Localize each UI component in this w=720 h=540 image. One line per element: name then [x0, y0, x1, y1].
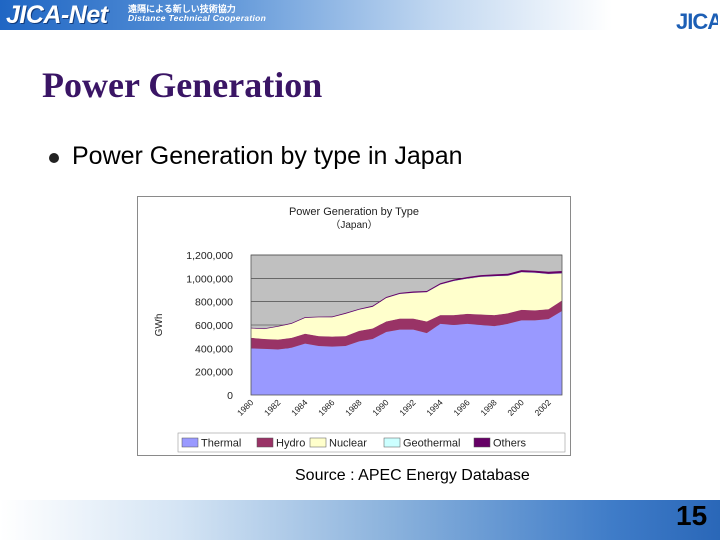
- header-banner: JICA-Net 遠隔による新しい技術協力 Distance Technical…: [0, 0, 720, 30]
- legend-label: Others: [493, 438, 527, 450]
- x-tick-label: 1986: [316, 397, 337, 418]
- y-tick-label: 400,000: [195, 343, 233, 355]
- x-tick-label: 1992: [397, 397, 418, 418]
- area-hydro: [251, 300, 562, 350]
- y-tick-label: 600,000: [195, 320, 233, 332]
- legend-label: Hydro: [276, 438, 305, 450]
- x-tick-label: 2002: [532, 397, 553, 418]
- chart-title: Power Generation by Type: [289, 206, 419, 218]
- y-tick-label: 1,000,000: [186, 273, 233, 285]
- x-tick-label: 1994: [424, 397, 445, 418]
- legend-swatch: [181, 437, 199, 448]
- source-citation: Source : APEC Energy Database: [295, 467, 530, 484]
- chart-subtitle: （Japan）: [330, 219, 377, 231]
- legend-swatch: [383, 437, 401, 448]
- chart-legend: [177, 432, 566, 453]
- bullet-text: Power Generation by type in Japan: [72, 142, 463, 170]
- legend-swatch: [309, 437, 327, 448]
- area-thermal: [251, 311, 562, 395]
- legend-label: Geothermal: [403, 438, 460, 450]
- legend-label: Thermal: [201, 438, 241, 450]
- x-tick-label: 1980: [235, 397, 256, 418]
- y-tick-label: 0: [227, 390, 233, 402]
- x-tick-label: 1998: [478, 397, 499, 418]
- x-tick-label: 1996: [451, 397, 472, 418]
- jica-logo-icon: JICA: [676, 9, 718, 34]
- power-generation-chart: Power Generation by Type（Japan） 0 200,000 4…: [154, 206, 566, 453]
- jica-net-logo: JICA-Net: [6, 1, 108, 29]
- y-tick-label: 1,200,000: [186, 250, 233, 262]
- legend-swatch: [473, 437, 491, 448]
- x-tick-label: 1982: [262, 397, 283, 418]
- legend-swatch: [256, 437, 274, 448]
- header-subtitle-en: Distance Technical Cooperation: [128, 13, 267, 23]
- y-tick-label: 800,000: [195, 297, 233, 309]
- x-tick-label: 1990: [370, 397, 391, 418]
- legend-label: Nuclear: [329, 438, 367, 450]
- plot-border: [250, 254, 563, 396]
- chart-frame: Power Generation by Type （Japan） 0 200,000 4…: [137, 196, 571, 456]
- page-number: 15: [676, 500, 708, 531]
- x-tick-label: 2000: [505, 397, 526, 418]
- svg-text:JICA: JICA: [676, 9, 718, 34]
- x-tick-label: 1988: [343, 397, 364, 418]
- footer-banner: [0, 500, 720, 540]
- area-nuclear: [251, 272, 562, 340]
- y-axis-label: GWh: [154, 314, 165, 337]
- x-tick-label: 1984: [289, 397, 310, 418]
- bullet-icon: [49, 153, 59, 163]
- header-subtitle-jp: 遠隔による新しい技術協力: [128, 4, 236, 14]
- y-tick-label: 200,000: [195, 367, 233, 379]
- slide-title: Power Generation: [42, 65, 323, 105]
